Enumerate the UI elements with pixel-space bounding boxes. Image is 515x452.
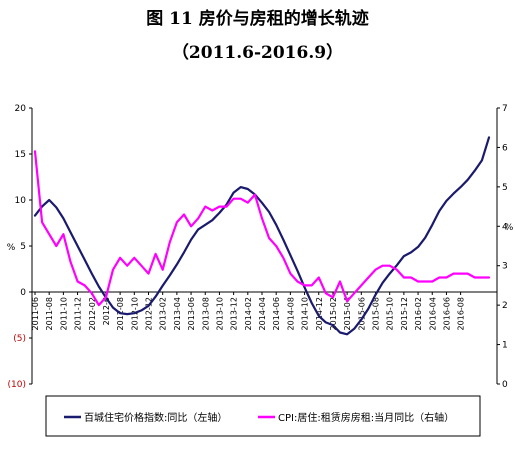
x-tick-label: 2013-06	[187, 297, 196, 330]
x-tick-label: 2014-06	[272, 297, 281, 330]
x-tick-label: 2011-10	[59, 297, 68, 330]
right-tick-label: 1	[502, 341, 508, 351]
x-tick-label: 2011-08	[45, 297, 54, 330]
x-tick-label: 2012-12	[145, 297, 154, 330]
x-tick-label: 2013-04	[173, 297, 182, 330]
left-tick-label: (10)	[8, 380, 26, 390]
x-tick-label: 2014-12	[315, 297, 324, 330]
x-tick-label: 2014-04	[258, 297, 267, 330]
x-tick-label: 2016-04	[428, 297, 437, 330]
legend-entry: CPI:居住:租赁房房租:当月同比（右轴）	[278, 411, 454, 424]
left-tick-label: 10	[15, 196, 27, 206]
x-tick-label: 2014-02	[244, 297, 253, 330]
right-tick-label: 3	[502, 262, 508, 272]
x-tick-label: 2015-04	[343, 297, 352, 330]
right-tick-label: 0	[502, 380, 508, 390]
x-tick-label: 2013-12	[230, 297, 239, 330]
legend-entry: 百城住宅价格指数:同比（左轴）	[84, 411, 227, 424]
right-tick-label: 5	[502, 183, 508, 193]
x-tick-label: 2015-08	[372, 297, 381, 330]
left-tick-label: (5)	[13, 334, 26, 344]
right-tick-label: 4	[502, 222, 508, 232]
chart-title: 图 11 房价与房租的增长轨迹	[146, 9, 369, 29]
left-tick-label: 0	[20, 288, 26, 298]
x-tick-label: 2011-12	[74, 297, 83, 330]
x-tick-label: 2014-08	[286, 297, 295, 330]
x-tick-label: 2012-02	[88, 297, 97, 330]
x-tick-label: 2015-10	[386, 297, 395, 330]
x-tick-label: 2016-02	[414, 297, 423, 330]
left-axis-unit: %	[7, 243, 16, 253]
x-tick-label: 2015-02	[329, 297, 338, 330]
series-line-rent-cpi	[33, 150, 491, 307]
series-line-housing-price	[33, 136, 491, 336]
x-tick-label: 2012-6	[102, 297, 111, 325]
chart-subtitle: （2011.6-2016.9）	[171, 43, 344, 63]
x-tick-label: 2013-08	[201, 297, 210, 330]
right-tick-label: 6	[502, 143, 508, 153]
x-tick-label: 2015-12	[400, 297, 409, 330]
x-tick-label: 2016-08	[457, 297, 466, 330]
legend-box	[45, 395, 481, 437]
x-tick-label: 2011-06	[31, 297, 40, 330]
left-tick-label: 5	[20, 242, 26, 252]
right-tick-label: 2	[502, 301, 508, 311]
left-tick-label: 15	[15, 150, 26, 160]
right-axis-unit: %	[505, 223, 514, 233]
x-tick-label: 2014-10	[301, 297, 310, 330]
x-tick-label: 2013-02	[159, 297, 168, 330]
x-tick-label: 2016-06	[442, 297, 451, 330]
x-tick-label: 2015-06	[357, 297, 366, 330]
left-tick-label: 20	[15, 104, 27, 114]
right-tick-label: 7	[502, 104, 508, 114]
x-tick-label: 2013-10	[215, 297, 224, 330]
